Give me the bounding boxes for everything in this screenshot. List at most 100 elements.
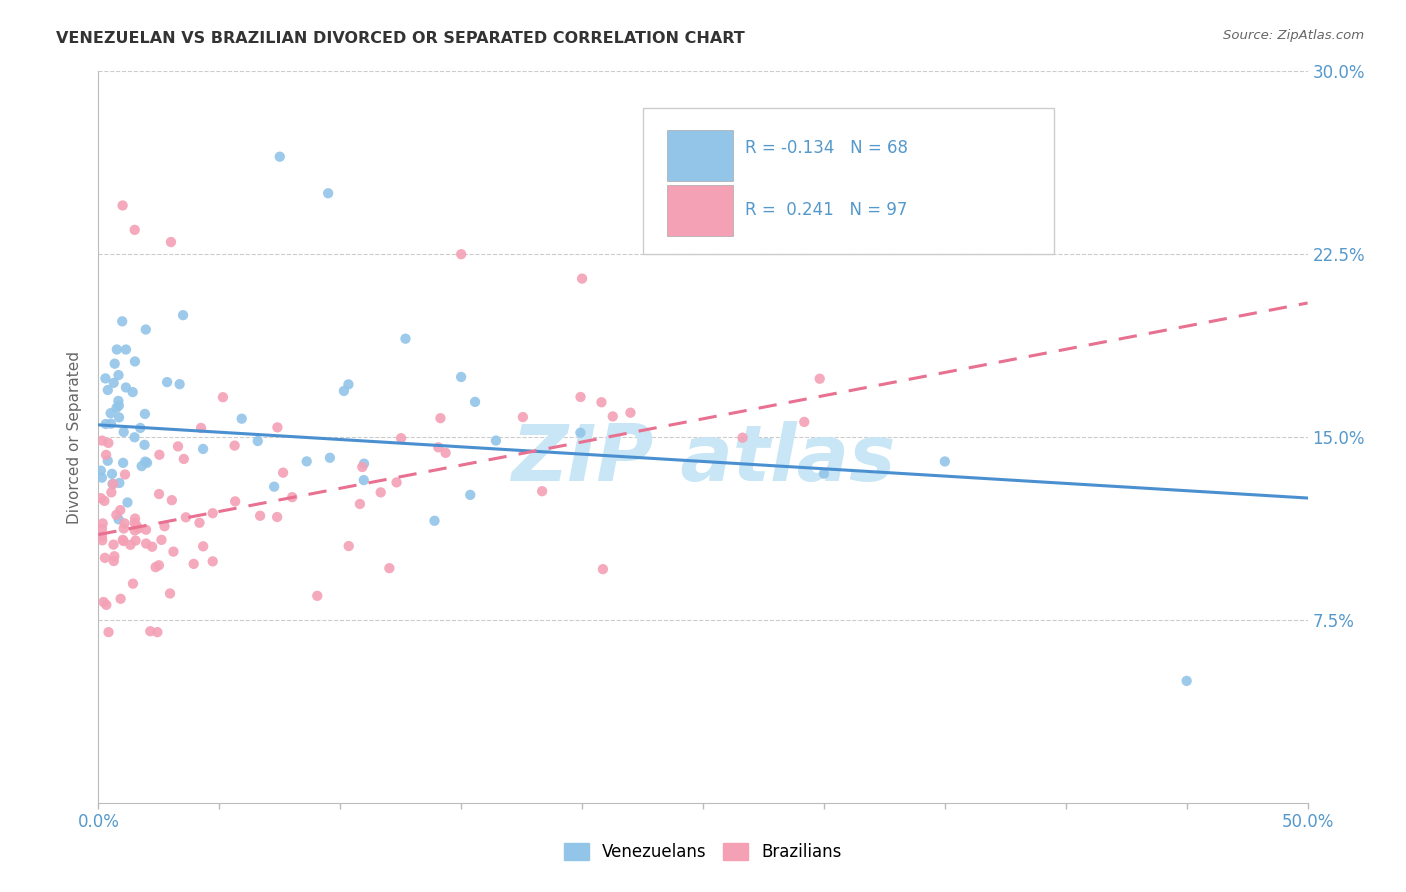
Point xyxy=(201,554,224,568)
Point xyxy=(602,409,624,424)
Point xyxy=(434,446,457,460)
Point xyxy=(148,487,170,501)
Point xyxy=(112,456,135,470)
Point xyxy=(263,480,285,494)
Point xyxy=(115,380,138,394)
Point xyxy=(423,514,446,528)
Point xyxy=(114,516,136,531)
Point xyxy=(124,516,146,530)
Point xyxy=(190,421,212,435)
Point xyxy=(101,467,124,481)
Point xyxy=(934,454,956,468)
Point xyxy=(591,395,613,409)
Point xyxy=(124,430,146,444)
Point xyxy=(150,533,173,547)
Point xyxy=(160,493,183,508)
Point xyxy=(108,475,131,490)
Point xyxy=(91,522,114,536)
Point xyxy=(307,589,329,603)
Point xyxy=(105,508,128,522)
Point xyxy=(122,576,145,591)
Point xyxy=(124,533,146,548)
Point xyxy=(173,452,195,467)
Point xyxy=(212,390,235,404)
Point xyxy=(90,464,112,478)
Point xyxy=(114,467,136,482)
Point xyxy=(145,560,167,574)
Point xyxy=(141,540,163,554)
Point xyxy=(512,410,534,425)
Text: Source: ZipAtlas.com: Source: ZipAtlas.com xyxy=(1223,29,1364,42)
Point xyxy=(531,484,554,499)
Point xyxy=(97,436,120,450)
Point xyxy=(97,454,120,468)
Point xyxy=(125,518,148,533)
Point xyxy=(249,508,271,523)
Point xyxy=(94,371,117,385)
Point xyxy=(429,411,451,425)
FancyBboxPatch shape xyxy=(643,108,1053,254)
Point xyxy=(100,485,122,500)
Point xyxy=(107,512,129,526)
Point xyxy=(458,488,481,502)
Point xyxy=(111,198,134,212)
Point xyxy=(370,485,392,500)
Point xyxy=(112,534,135,549)
Point xyxy=(91,533,114,548)
Point xyxy=(146,625,169,640)
Point xyxy=(337,539,360,553)
Point xyxy=(266,420,288,434)
Point xyxy=(378,561,401,575)
Point xyxy=(112,521,135,535)
Point xyxy=(90,491,112,505)
Point xyxy=(93,595,115,609)
Point xyxy=(385,475,408,490)
Point xyxy=(124,354,146,368)
Point xyxy=(172,308,194,322)
Point xyxy=(162,544,184,558)
Point xyxy=(94,448,117,462)
Point xyxy=(619,406,641,420)
Legend: Venezuelans, Brazilians: Venezuelans, Brazilians xyxy=(557,836,849,868)
Point xyxy=(91,529,114,543)
Point xyxy=(135,322,157,336)
Point xyxy=(174,510,197,524)
Point xyxy=(107,368,129,383)
Text: R = -0.134   N = 68: R = -0.134 N = 68 xyxy=(745,139,908,157)
Point xyxy=(1175,673,1198,688)
Point xyxy=(111,533,134,547)
Point xyxy=(90,471,112,485)
Point xyxy=(104,357,127,371)
Point xyxy=(97,383,120,397)
Point xyxy=(160,235,183,249)
Point xyxy=(191,442,214,456)
Point xyxy=(103,549,125,564)
Point xyxy=(120,538,142,552)
Point xyxy=(101,477,124,491)
Point xyxy=(319,450,342,465)
Point xyxy=(100,406,122,420)
Point xyxy=(485,434,508,448)
Point xyxy=(295,454,318,468)
Text: R =  0.241   N = 97: R = 0.241 N = 97 xyxy=(745,202,908,219)
FancyBboxPatch shape xyxy=(666,185,734,235)
Point xyxy=(115,343,138,357)
Point xyxy=(117,495,139,509)
Point xyxy=(96,598,118,612)
Point xyxy=(349,497,371,511)
Point xyxy=(97,625,120,640)
Point xyxy=(246,434,269,448)
Point xyxy=(124,223,146,237)
Point xyxy=(731,431,754,445)
Point xyxy=(450,247,472,261)
Point xyxy=(813,467,835,481)
Y-axis label: Divorced or Separated: Divorced or Separated xyxy=(67,351,83,524)
Point xyxy=(266,510,288,524)
Point xyxy=(124,524,146,538)
Point xyxy=(231,411,253,425)
Point xyxy=(91,434,114,448)
Point xyxy=(139,624,162,639)
Point xyxy=(193,539,215,553)
Point xyxy=(353,473,375,487)
Point xyxy=(121,385,143,400)
